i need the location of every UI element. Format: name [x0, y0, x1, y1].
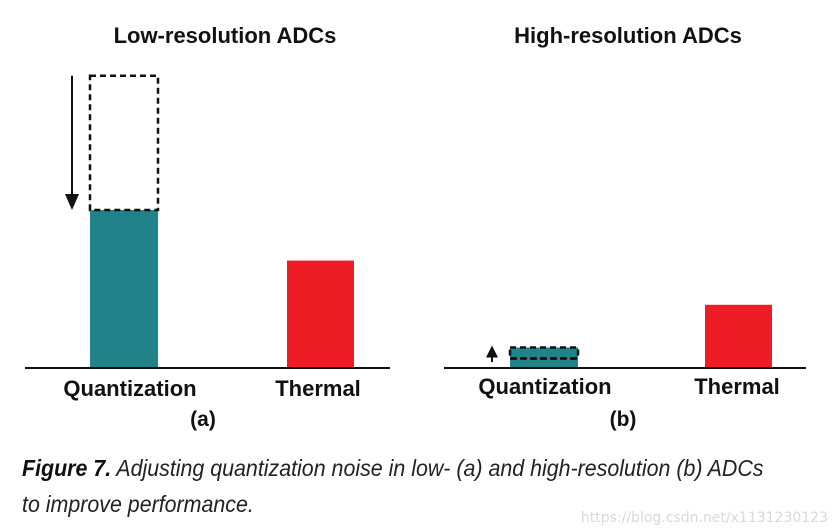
panel-a-previous-level-outline [88, 74, 160, 212]
panel-a-arrow-head [65, 194, 79, 210]
panel-a-tick-thermal: Thermal [275, 376, 361, 401]
figure-label: Figure 7. [22, 455, 112, 481]
panel-a-title: Low-resolution ADCs [114, 23, 337, 48]
caption-text: Adjusting quantization noise in low- (a)… [22, 455, 764, 517]
panel-b-arrow-head [486, 345, 498, 358]
watermark: https://blog.csdn.net/x1131230123 [580, 510, 828, 526]
figure-caption: Figure 7. Adjusting quantization noise i… [22, 450, 766, 522]
panel-b-title: High-resolution ADCs [514, 23, 742, 48]
panel-b-tick-thermal: Thermal [694, 374, 780, 399]
panel-b-tick-quantization: Quantization [478, 374, 611, 399]
panel-a-tick-quantization: Quantization [63, 376, 196, 401]
figure: Low-resolution ADCs Quantization Thermal (a… [25, 23, 806, 431]
panel-a-label: (a) [190, 408, 216, 431]
panel-a-bar-quantization [90, 210, 158, 368]
panel-b-bar-thermal [705, 304, 772, 368]
panel-b-label: (b) [610, 408, 637, 431]
panel-a-bar-thermal [287, 260, 354, 368]
